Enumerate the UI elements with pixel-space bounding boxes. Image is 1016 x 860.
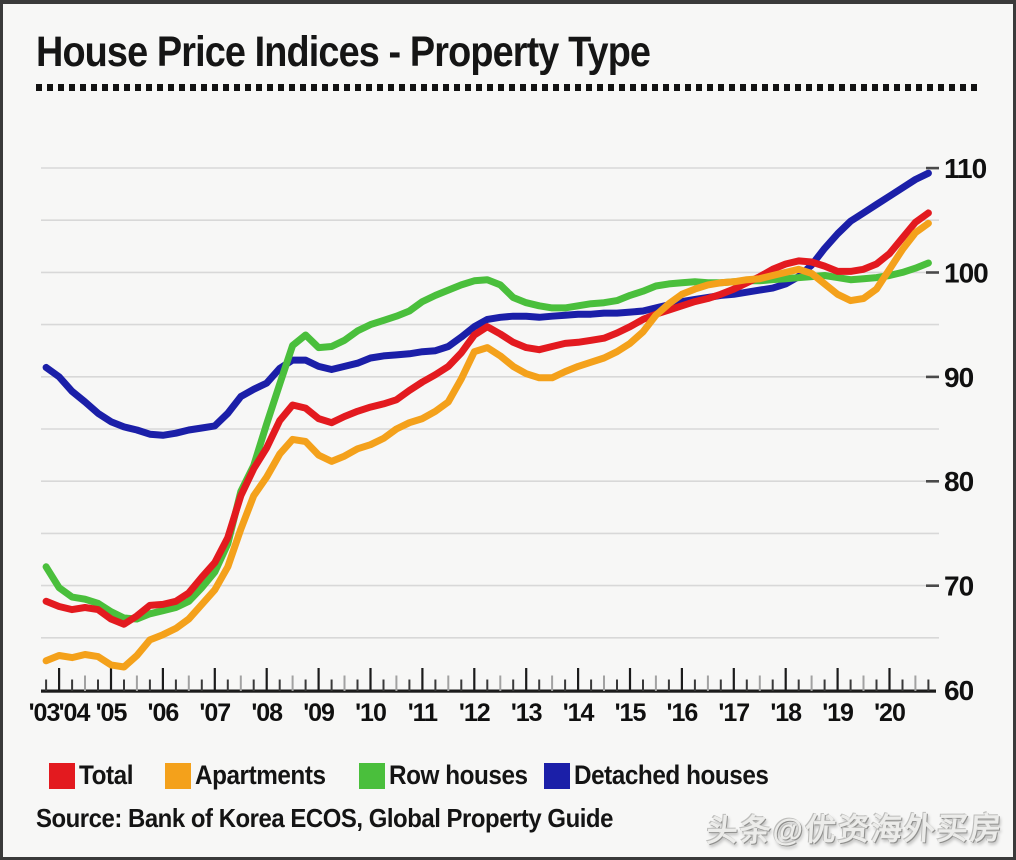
y-axis-labels: 60 70 80 90 100 110 [944,153,989,706]
svg-text:'06: '06 [148,699,179,727]
total-series-swatch [49,762,75,789]
svg-text:100: 100 [944,257,988,288]
svg-text:'15: '15 [615,699,647,727]
svg-text:'19: '19 [822,699,853,727]
series-line-row_houses [42,259,932,623]
series-line-total [42,209,932,628]
svg-text:'03: '03 [29,699,60,727]
svg-text:60: 60 [944,675,974,706]
x-axis [41,668,936,693]
svg-text:90: 90 [944,362,974,393]
legend-item-row-houses: Row houses [359,760,543,791]
svg-text:'08: '08 [251,699,283,727]
dotted-divider [36,84,978,91]
svg-text:80: 80 [944,466,974,497]
apartments-series-swatch [165,762,191,789]
chart-legend: Total Apartments Row houses Detached hou… [3,760,1013,794]
svg-text:'13: '13 [511,699,542,727]
svg-text:'18: '18 [770,699,802,727]
svg-text:'12: '12 [459,699,490,727]
chart-title: House Price Indices - Property Type [36,28,651,76]
legend-item-apartments: Apartments [165,760,340,791]
svg-text:'11: '11 [408,699,438,727]
svg-text:'20: '20 [874,699,905,727]
x-axis-labels: '03'04'05 '06 '07 '08 '09 '10 '11 '12 '13 '14 '15 '… [29,699,906,727]
legend-item-detached-houses: Detached houses [544,760,790,791]
line-chart-canvas: '03'04'05 '06 '07 '08 '09 '10 '11 '12 '13 '14 '15 '… [29,153,990,727]
legend-label-total: Total [79,760,133,790]
svg-text:70: 70 [944,571,974,602]
svg-text:'04: '04 [59,699,91,727]
legend-label-detached-houses: Detached houses [574,760,769,790]
svg-text:110: 110 [944,153,987,184]
row-houses-series-swatch [359,762,385,789]
gridlines [41,166,939,639]
legend-item-total: Total [49,760,139,791]
svg-text:'10: '10 [355,699,386,727]
legend-label-row-houses: Row houses [389,760,528,790]
watermark-text: 头条@优资海外买房 [705,810,1004,849]
svg-text:'05: '05 [96,699,128,727]
source-note: Source: Bank of Korea ECOS, Global Prope… [36,803,613,833]
svg-text:'07: '07 [199,699,230,727]
legend-label-apartments: Apartments [195,760,326,790]
svg-text:'17: '17 [718,699,749,727]
svg-text:'14: '14 [563,699,595,727]
svg-text:'09: '09 [303,699,334,727]
series-line-detached_houses [42,169,932,439]
series-line-apartments [42,219,932,671]
svg-text:'16: '16 [667,699,698,727]
detached-houses-series-swatch [544,762,570,789]
